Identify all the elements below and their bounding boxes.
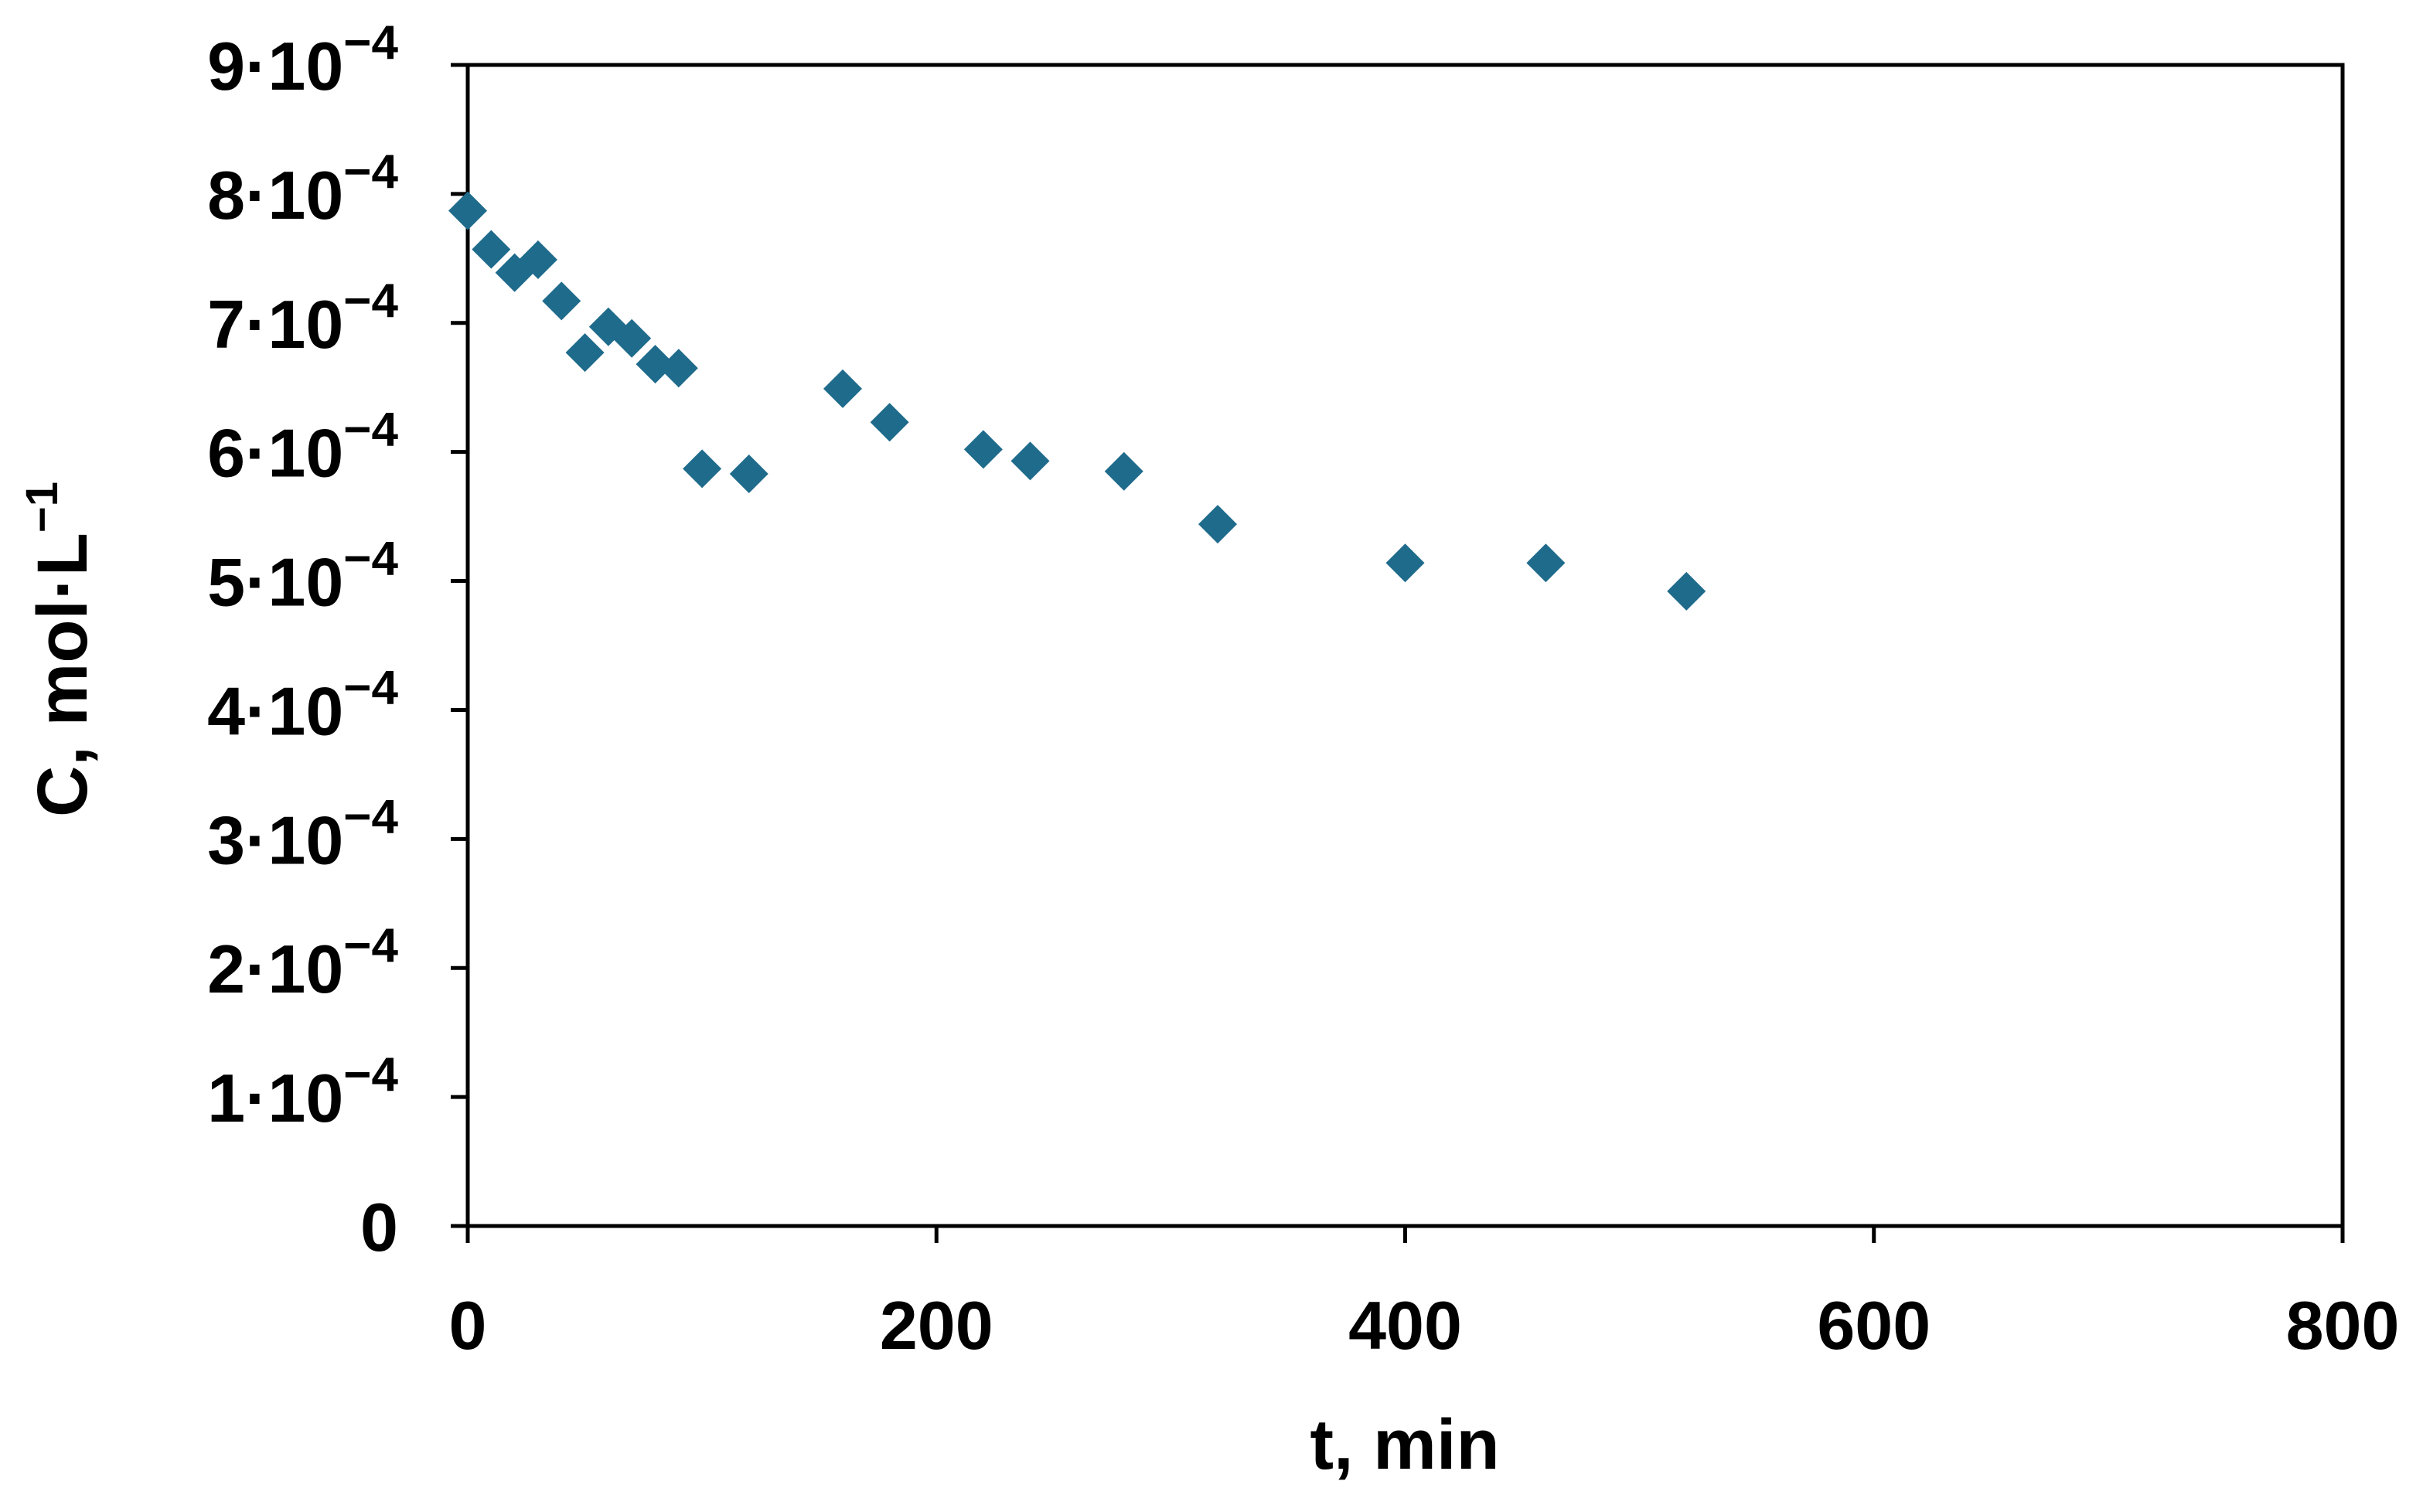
data-point: [1667, 571, 1706, 611]
data-point: [1104, 451, 1143, 491]
y-tick-label: 8·10−4: [207, 145, 398, 233]
data-point: [1010, 441, 1050, 481]
y-tick-label-base: 9·10: [207, 28, 343, 104]
data-point: [518, 240, 557, 280]
data-point: [963, 430, 1003, 469]
x-tick-label: 400: [1348, 1287, 1462, 1364]
y-tick-label-base: 5·10: [207, 544, 343, 621]
y-tick-label: 3·10−4: [207, 790, 398, 878]
plot-area: [465, 63, 2345, 1228]
y-tick-label-base: 3·10: [207, 802, 343, 878]
y-tick-label-exponent: −4: [343, 661, 398, 714]
data-point: [729, 455, 768, 494]
data-point: [870, 403, 909, 442]
y-tick-label-exponent: −4: [343, 16, 398, 70]
y-tick-label-base: 1·10: [207, 1060, 343, 1136]
data-point: [636, 345, 675, 384]
y-tick-label-base: 8·10: [207, 157, 343, 233]
y-tick-label: 5·10−4: [207, 533, 398, 621]
y-tick-label-exponent: −4: [343, 1048, 398, 1102]
y-axis-ticks: 01·10−42·10−43·10−44·10−45·10−46·10−47·1…: [207, 16, 468, 1265]
y-tick-label-exponent: −4: [343, 919, 398, 972]
x-tick-label: 200: [880, 1287, 993, 1364]
y-tick-label: 9·10−4: [207, 16, 398, 104]
y-axis-label-text: C, mol·L: [23, 533, 102, 817]
data-point: [683, 449, 722, 489]
data-point: [823, 369, 862, 408]
y-tick-label-exponent: −4: [343, 404, 398, 457]
data-point: [1526, 543, 1566, 583]
y-tick-label: 6·10−4: [207, 404, 398, 492]
y-tick-label: 7·10−4: [207, 274, 398, 363]
data-point: [448, 191, 487, 230]
y-tick-label-exponent: −4: [343, 274, 398, 328]
data-point: [472, 230, 511, 269]
x-tick-label: 600: [1817, 1287, 1931, 1364]
y-tick-label-base: 2·10: [207, 931, 343, 1007]
y-tick-label: 2·10−4: [207, 919, 398, 1007]
x-axis-ticks: 0 200 400 600 800: [449, 1226, 2400, 1364]
data-point: [659, 349, 698, 388]
y-tick-label: 4·10−4: [207, 661, 398, 749]
y-tick-label-base: 6·10: [207, 415, 343, 492]
y-tick-label-base: 0: [360, 1189, 398, 1265]
y-tick-label-exponent: −4: [343, 145, 398, 199]
y-axis-label-superscript: −1: [17, 482, 67, 533]
y-tick-label: 1·10−4: [207, 1048, 398, 1136]
x-tick-label: 800: [2286, 1287, 2400, 1364]
data-points: [448, 191, 1706, 611]
data-point: [1198, 505, 1237, 544]
data-point: [612, 318, 652, 358]
x-axis-label: t, min: [1310, 1405, 1499, 1484]
y-axis-label: C, mol·L−1: [17, 482, 102, 817]
data-point: [542, 281, 581, 321]
y-tick-label-exponent: −4: [343, 533, 398, 586]
data-point: [565, 333, 605, 373]
y-tick-label-base: 4·10: [207, 673, 343, 749]
data-point: [1385, 543, 1425, 583]
y-tick-label-exponent: −4: [343, 790, 398, 843]
x-tick-label: 0: [449, 1287, 487, 1364]
y-tick-label-base: 7·10: [207, 286, 343, 363]
y-tick-label: 0: [360, 1189, 398, 1265]
